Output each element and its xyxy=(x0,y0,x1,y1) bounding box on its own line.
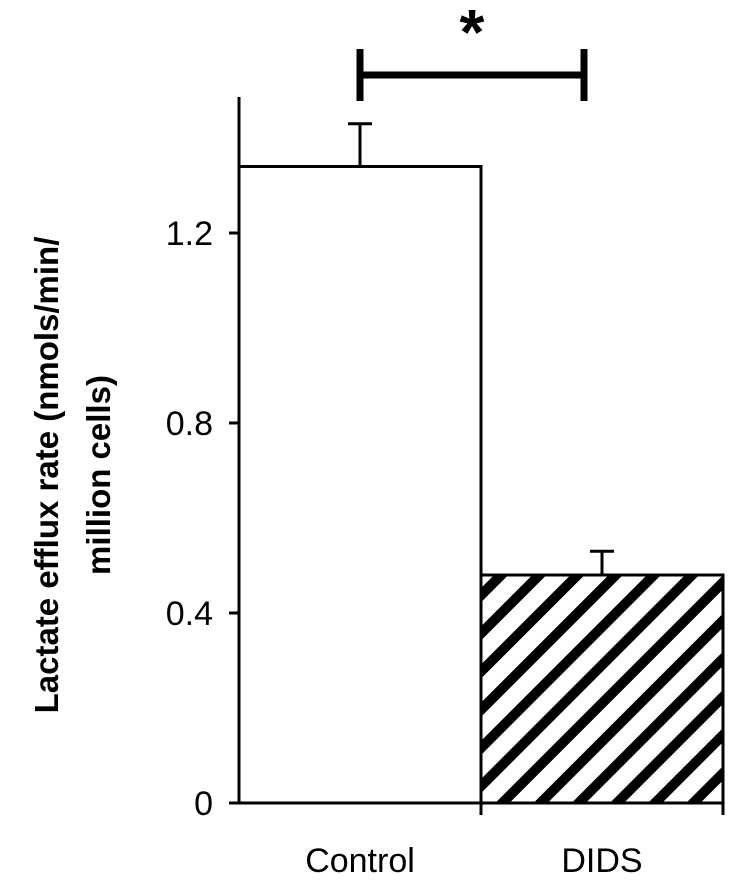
y-tick-label: 0.8 xyxy=(166,405,213,443)
y-axis-title-line-1: Lactate efflux rate (nmols/min/ xyxy=(28,237,65,714)
y-axis-title-2: million cells) xyxy=(80,375,117,575)
y-axis-title: Lactate efflux rate (nmols/min/ xyxy=(28,237,65,714)
bar-control xyxy=(237,165,483,805)
significance-bracket: * xyxy=(356,0,588,101)
y-tick-label: 0.4 xyxy=(166,595,213,633)
category-label-dids: DIDS xyxy=(561,842,642,880)
y-tick-label: 1.2 xyxy=(166,215,213,253)
error-bars xyxy=(348,122,614,575)
y-axis-title-line-2: million cells) xyxy=(80,375,117,575)
bars xyxy=(237,165,725,805)
y-ticks: 0 0.4 0.8 1.2 xyxy=(166,215,725,823)
y-tick-label: 0 xyxy=(194,785,213,823)
bar-dids xyxy=(479,573,725,805)
category-labels: Control DIDS xyxy=(305,842,642,880)
category-label-control: Control xyxy=(305,842,415,880)
significance-star: * xyxy=(460,0,485,68)
